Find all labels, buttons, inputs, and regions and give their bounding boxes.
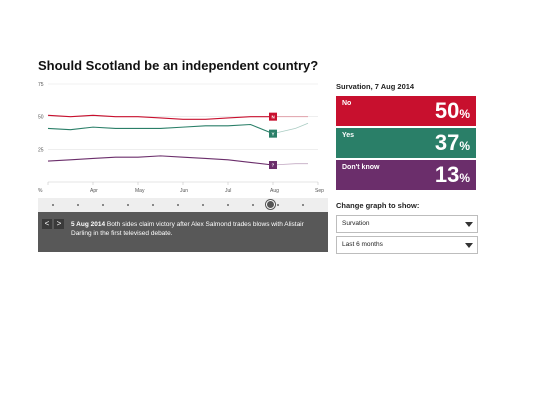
timeline-dot[interactable] <box>252 204 254 206</box>
event-text: Both sides claim victory after Alex Salm… <box>71 221 304 237</box>
timeline-dot[interactable] <box>52 204 54 206</box>
series-marker-label: N <box>272 114 275 119</box>
period-select-value: Last 6 months <box>342 241 383 248</box>
x-tick-label: Sep <box>315 188 324 194</box>
result-dontknow: Don't know 13% <box>336 160 476 190</box>
series-marker <box>269 112 277 121</box>
timeline-dot[interactable] <box>227 204 229 206</box>
timeline-dot[interactable] <box>277 204 279 206</box>
pollster-select[interactable]: Survation <box>336 215 478 233</box>
timeline-handle[interactable] <box>266 200 275 209</box>
series-marker <box>269 129 277 138</box>
timeline-dot[interactable] <box>302 204 304 206</box>
result-dontknow-value: 13% <box>434 162 470 187</box>
timeline-dot[interactable] <box>77 204 79 206</box>
x-tick-label: % <box>38 188 43 194</box>
series-marker-label: ? <box>272 163 275 168</box>
x-tick-label: Jul <box>225 188 231 194</box>
chevron-down-icon <box>465 243 473 248</box>
x-tick-label: Aug <box>270 188 279 194</box>
timeline-dot[interactable] <box>102 204 104 206</box>
result-no-value: 50% <box>434 98 470 123</box>
result-no: No 50% <box>336 96 476 126</box>
poll-line-chart: 75 50 25% Apr May Jun Jul Aug Sep N Y? <box>38 78 328 200</box>
series-marker <box>269 161 277 170</box>
timeline-dot[interactable] <box>152 204 154 206</box>
timeline-dot[interactable] <box>202 204 204 206</box>
pollster-select-value: Survation <box>342 220 370 227</box>
series-continuation <box>272 163 308 166</box>
series-line-yes <box>47 123 274 135</box>
timeline-slider[interactable] <box>38 198 328 212</box>
timeline-dot[interactable] <box>127 204 129 206</box>
poll-title: Survation, 7 Aug 2014 <box>336 82 415 91</box>
y-tick-label: 50 <box>38 115 44 121</box>
result-no-label: No <box>342 100 352 107</box>
period-select[interactable]: Last 6 months <box>336 236 478 254</box>
series-continuation <box>272 122 309 135</box>
prev-event-button[interactable]: < <box>42 219 52 229</box>
event-description: 5 Aug 2014 Both sides claim victory afte… <box>71 220 322 238</box>
result-yes: Yes 37% <box>336 128 476 158</box>
x-tick-label: Apr <box>90 188 98 194</box>
event-panel: < > 5 Aug 2014 Both sides claim victory … <box>38 212 328 252</box>
y-tick-label: 25 <box>38 147 44 153</box>
result-dontknow-label: Don't know <box>342 164 380 171</box>
result-yes-value: 37% <box>434 130 470 155</box>
x-tick-label: Jun <box>180 188 188 194</box>
chevron-down-icon <box>465 222 473 227</box>
series-marker-label: Y <box>272 131 275 136</box>
page-title: Should Scotland be an independent countr… <box>38 58 319 73</box>
timeline-dot[interactable] <box>177 204 179 206</box>
series-line-don-t-know <box>47 155 274 166</box>
y-tick-label: 75 <box>38 82 44 88</box>
series-line-no <box>47 114 273 120</box>
chart-svg: 75 50 25% Apr May Jun Jul Aug Sep N Y? <box>38 82 324 194</box>
change-graph-label: Change graph to show: <box>336 201 420 210</box>
x-tick-label: May <box>135 188 145 194</box>
result-yes-label: Yes <box>342 132 355 139</box>
next-event-button[interactable]: > <box>54 219 64 229</box>
event-date: 5 Aug 2014 <box>71 221 106 228</box>
